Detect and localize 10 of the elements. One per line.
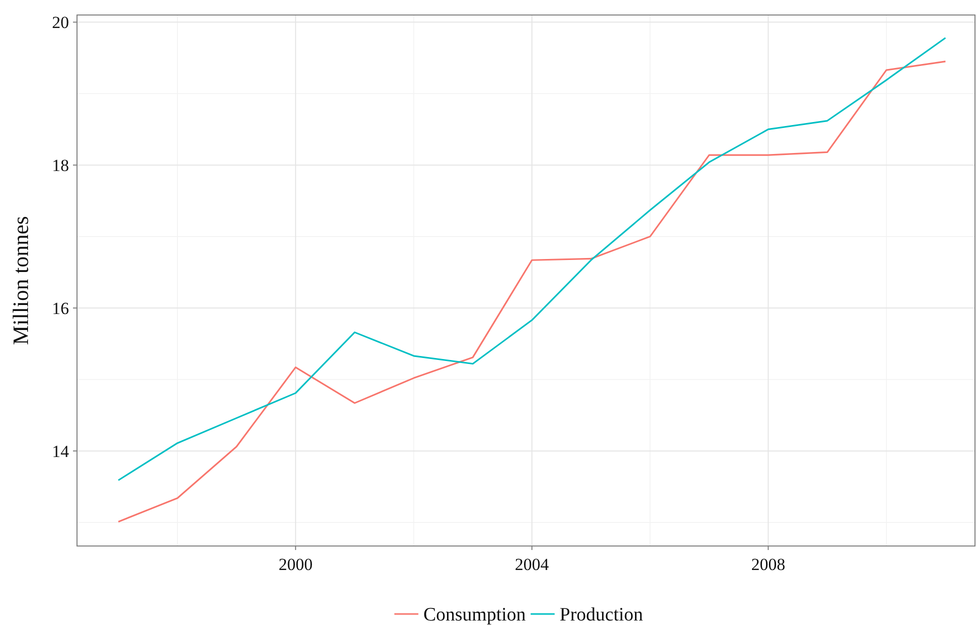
y-axis-title: Million tonnes [8, 216, 33, 345]
x-tick-label: 2008 [751, 555, 786, 574]
y-tick-label: 16 [52, 298, 69, 318]
x-tick-label: 2000 [278, 555, 313, 574]
y-tick-label: 14 [52, 442, 70, 461]
x-tick-label: 2004 [514, 555, 550, 574]
legend-label: Production [560, 604, 644, 626]
y-tick-label: 20 [52, 13, 69, 32]
legend-label: Consumption [423, 604, 526, 626]
y-tick-label: 18 [52, 156, 69, 176]
